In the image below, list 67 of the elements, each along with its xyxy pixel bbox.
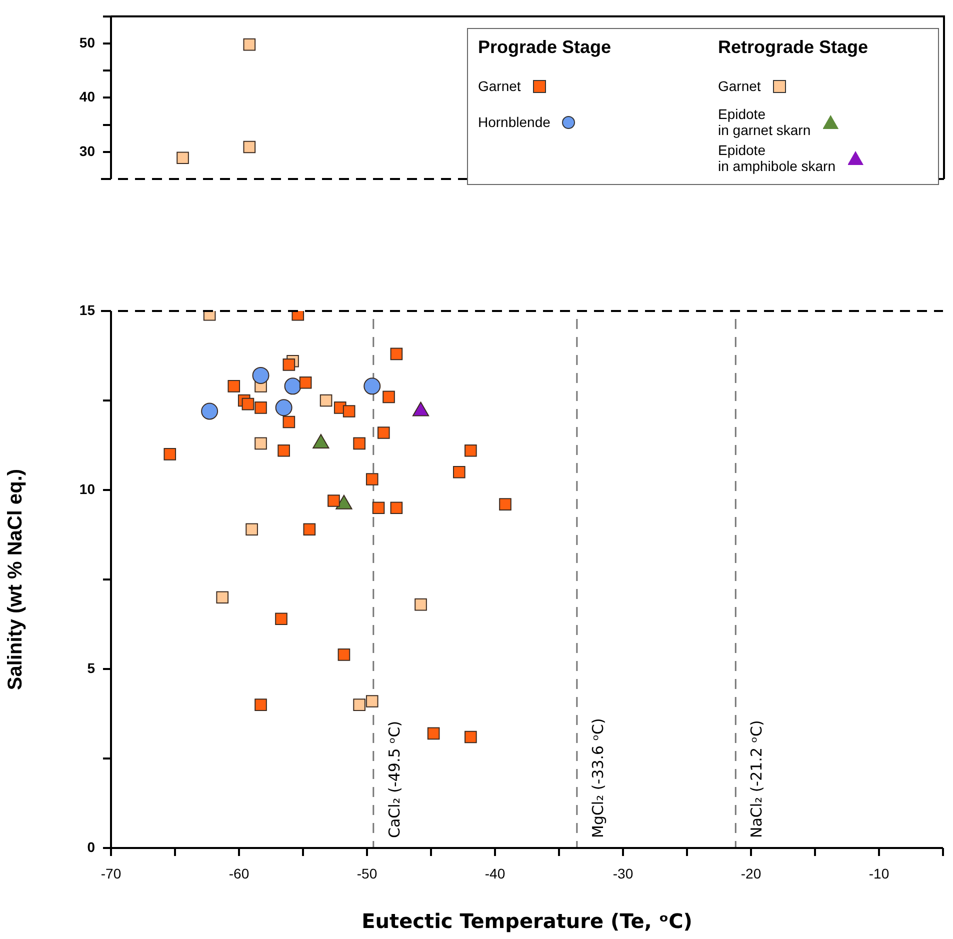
y-tick-label: 10 <box>79 480 96 497</box>
point <box>366 473 378 486</box>
legend-label: Epidote in amphibole skarn <box>718 142 836 174</box>
point <box>464 730 477 744</box>
point <box>282 416 296 428</box>
point <box>320 394 332 407</box>
x-tick-label: -60 <box>228 865 250 882</box>
ref-line-label: CaCl₂ (-49.5 ᵒC) <box>385 720 404 838</box>
point <box>299 376 312 389</box>
point <box>427 727 440 740</box>
point <box>243 140 256 154</box>
legend-label: Epidote in garnet skarn <box>718 106 811 138</box>
point <box>254 402 267 414</box>
y-tick-label: 5 <box>87 660 96 676</box>
point <box>284 378 302 395</box>
point <box>303 523 316 536</box>
point <box>254 437 267 450</box>
point <box>364 378 381 395</box>
y-tick-label: 50 <box>79 34 96 50</box>
x-tick-label: -10 <box>868 865 890 882</box>
legend-label: Garnet <box>478 78 521 94</box>
point <box>275 612 288 626</box>
point <box>366 695 378 708</box>
point <box>390 502 403 514</box>
point <box>464 444 477 457</box>
point <box>353 698 366 711</box>
y-tick-label: 15 <box>79 302 96 318</box>
point <box>278 444 290 457</box>
y-tick-label: 40 <box>79 88 96 105</box>
x-tick-label: -30 <box>612 865 634 882</box>
x-tick-label: -20 <box>740 865 762 882</box>
point <box>252 366 270 384</box>
x-axis-title: Eutectic Temperature (Te, ᵒC) <box>362 909 692 934</box>
point <box>228 380 240 392</box>
y-tick-label: 0 <box>87 838 96 855</box>
point <box>176 152 189 164</box>
x-tick-label: -50 <box>356 865 378 882</box>
point <box>390 348 403 360</box>
point <box>254 698 267 711</box>
point <box>453 466 466 478</box>
point <box>243 38 256 51</box>
point <box>382 390 395 404</box>
point <box>499 498 512 510</box>
point <box>353 437 366 450</box>
point <box>216 591 229 604</box>
annotation: Retrograde Stage <box>718 37 870 58</box>
legend-label: Hornblende <box>478 114 550 130</box>
point <box>377 426 390 439</box>
point <box>275 399 292 416</box>
annotation: Prograde Stage <box>478 37 612 58</box>
point <box>246 523 258 536</box>
point <box>414 598 427 611</box>
point <box>282 358 296 371</box>
point <box>242 398 254 410</box>
ref-line-label: NaCl₂ (-21.2 ᵒC) <box>748 720 766 838</box>
y-tick-label: 30 <box>79 142 96 159</box>
x-tick-label: -70 <box>100 865 122 882</box>
point <box>328 494 340 507</box>
ref-line-label: MgCl₂ (-33.6 ᵒC) <box>588 718 607 838</box>
legend-label: Garnet <box>718 78 761 94</box>
point <box>164 448 176 460</box>
point <box>372 502 385 514</box>
point <box>338 648 350 661</box>
point <box>342 405 356 418</box>
x-tick-label: -40 <box>484 865 506 882</box>
point <box>201 402 218 420</box>
y-axis-title: Salinity (wt % NaCl eq.) <box>4 468 27 690</box>
